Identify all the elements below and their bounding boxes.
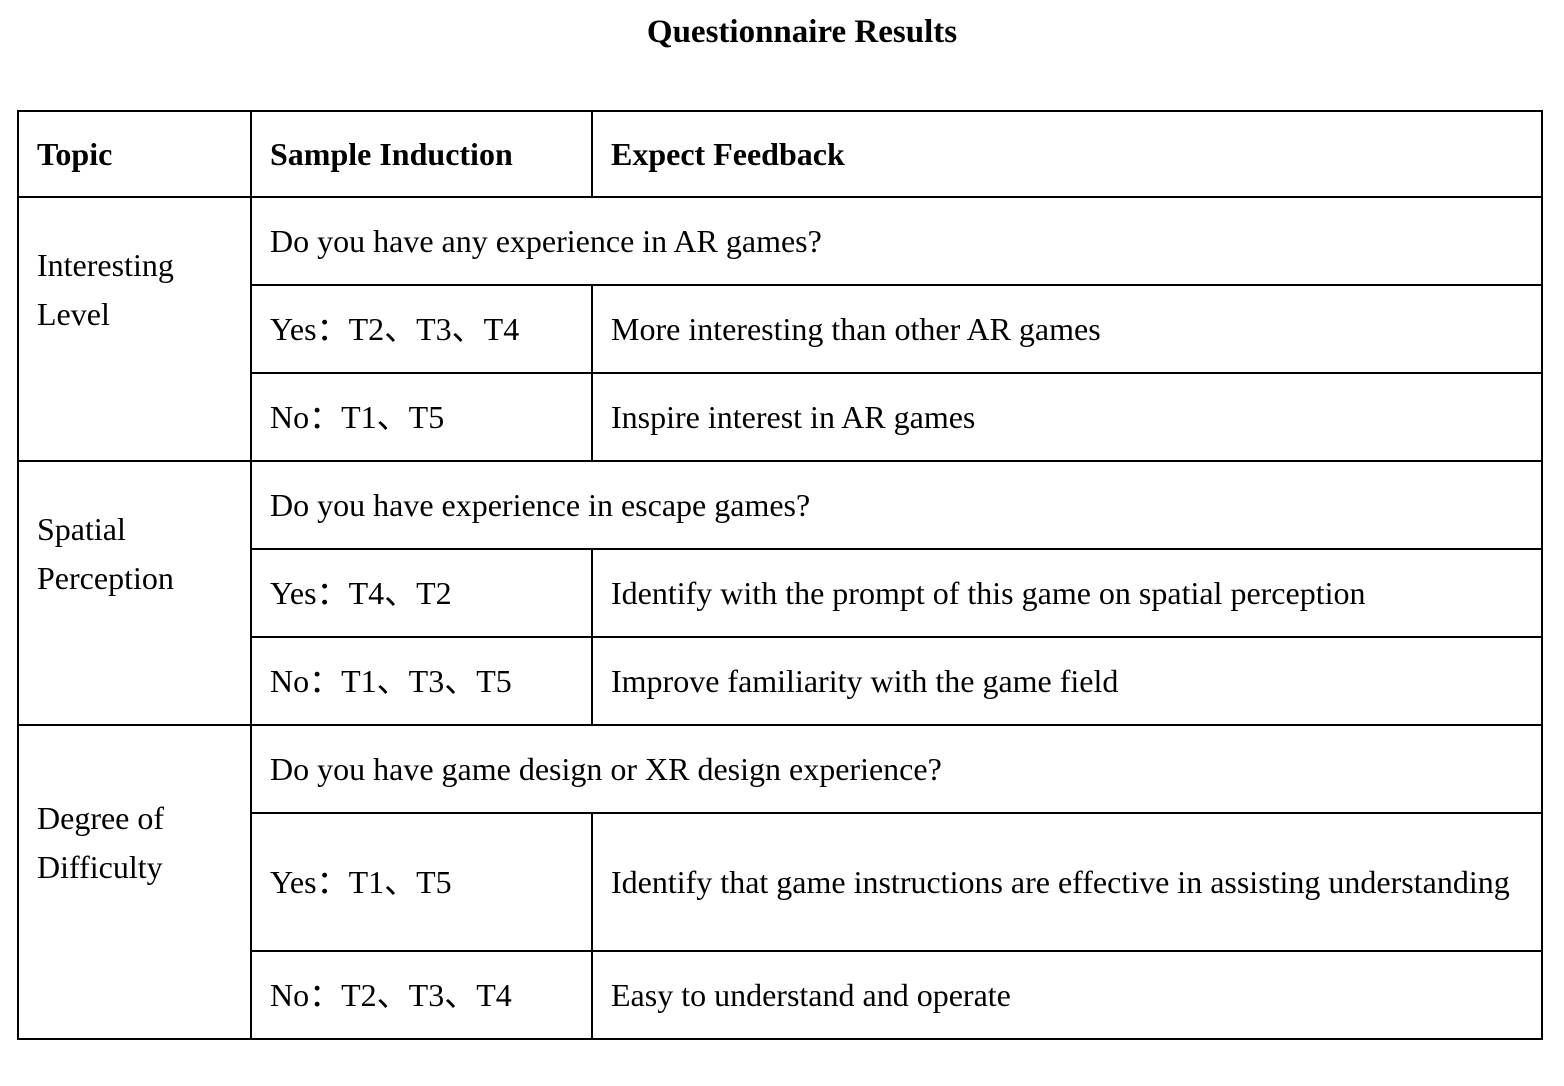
topic-label: Interesting Level <box>37 247 174 332</box>
sample-yes-cell: Yes：T1、T5 <box>250 812 593 952</box>
table-row: No：T1、T3、T5 Improve familiarity with the… <box>18 636 1543 726</box>
feedback-yes-cell: More interesting than other AR games <box>591 284 1543 374</box>
question-cell: Do you have game design or XR design exp… <box>250 724 1543 814</box>
table-row: Interesting Level Do you have any experi… <box>17 196 1543 462</box>
sample-no-cell: No：T2、T3、T4 <box>250 950 593 1040</box>
table-row: Yes：T2、T3、T4 More interesting than other… <box>18 284 1543 374</box>
table-row: Spatial Perception Do you have experienc… <box>17 460 1543 726</box>
table-row: No：T1、T5 Inspire interest in AR games <box>18 372 1543 462</box>
sample-yes-cell: Yes：T4、T2 <box>250 548 593 638</box>
question-cell: Do you have experience in escape games? <box>250 460 1543 550</box>
topic-label: Degree of Difficulty <box>37 800 165 885</box>
question-cell: Do you have any experience in AR games? <box>250 196 1543 286</box>
feedback-yes-cell: Identify that game instructions are effe… <box>591 812 1543 952</box>
feedback-yes-cell: Identify with the prompt of this game on… <box>591 548 1543 638</box>
questionnaire-table: Topic Sample Induction Expect Feedback I… <box>17 110 1543 1040</box>
table-row: Yes：T4、T2 Identify with the prompt of th… <box>18 548 1543 638</box>
table-row: No：T2、T3、T4 Easy to understand and opera… <box>18 950 1543 1040</box>
topic-label: Spatial Perception <box>37 511 174 596</box>
topic-cell: Degree of Difficulty <box>17 724 252 1040</box>
topic-cell: Interesting Level <box>17 196 252 462</box>
page-title: Questionnaire Results <box>646 14 958 50</box>
header-topic: Topic <box>17 110 252 198</box>
header-sample-induction: Sample Induction <box>250 110 593 198</box>
table-row: Degree of Difficulty Do you have game de… <box>17 724 1543 1040</box>
sample-yes-cell: Yes：T2、T3、T4 <box>250 284 593 374</box>
table-row: Yes：T1、T5 Identify that game instruction… <box>18 812 1543 952</box>
feedback-no-cell: Inspire interest in AR games <box>591 372 1543 462</box>
feedback-no-cell: Easy to understand and operate <box>591 950 1543 1040</box>
sample-no-cell: No：T1、T5 <box>250 372 593 462</box>
header-expect-feedback: Expect Feedback <box>591 110 1543 198</box>
sample-no-cell: No：T1、T3、T5 <box>250 636 593 726</box>
feedback-no-cell: Improve familiarity with the game field <box>591 636 1543 726</box>
table-header-row: Topic Sample Induction Expect Feedback <box>17 110 1543 198</box>
topic-cell: Spatial Perception <box>17 460 252 726</box>
